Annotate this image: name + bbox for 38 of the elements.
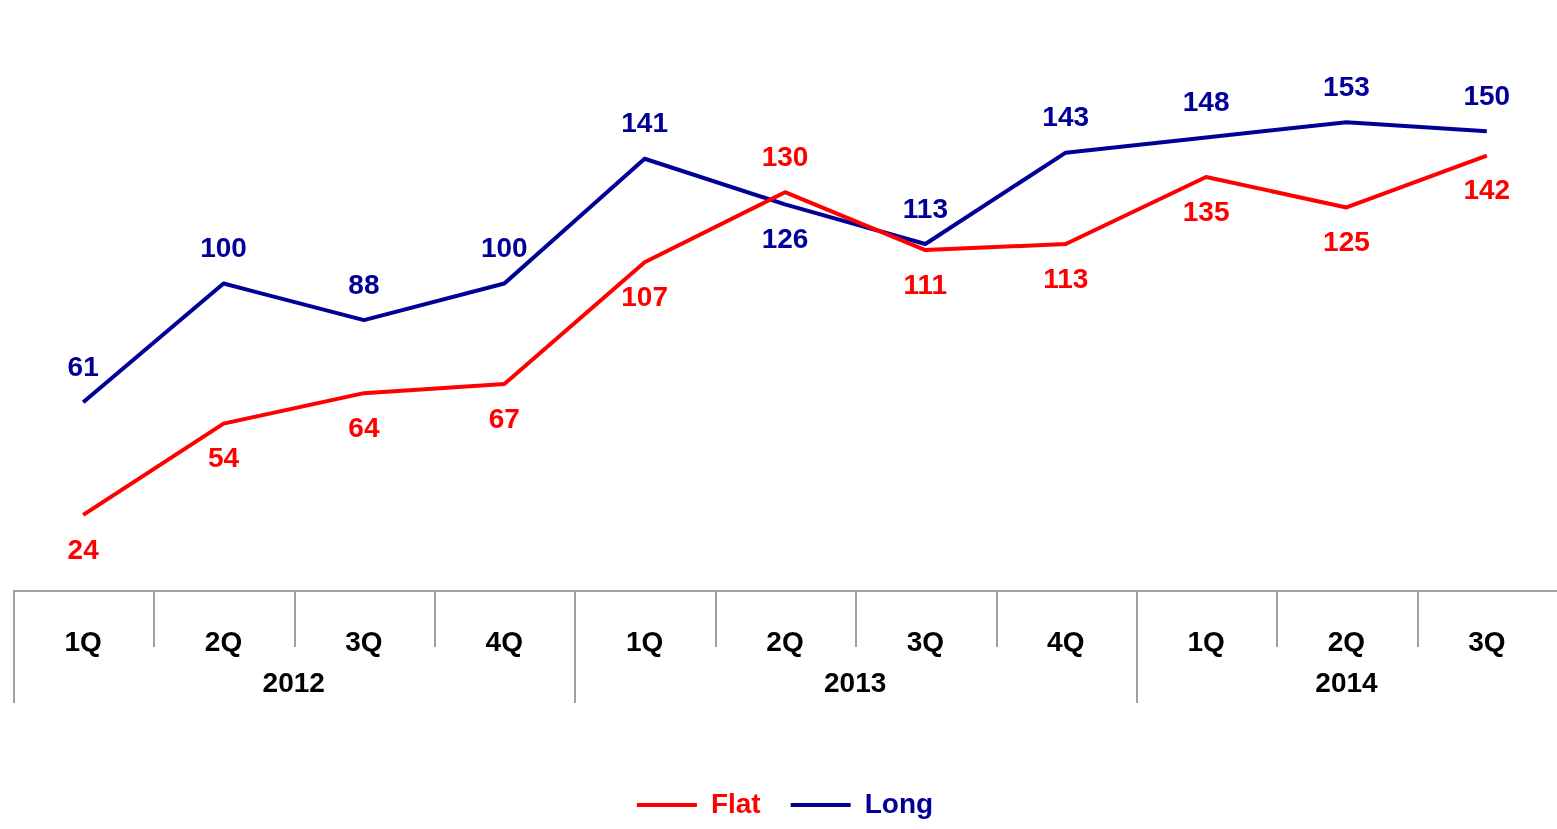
data-label: 141: [621, 107, 668, 139]
data-label: 107: [621, 280, 668, 312]
text: 2014: [1315, 666, 1379, 698]
legend-label: Flat: [710, 787, 761, 819]
data-label: 148: [1182, 86, 1230, 118]
x-tick-label: 2Q: [204, 625, 243, 657]
data-label: 135: [1182, 195, 1230, 227]
data-label: 113: [1043, 262, 1089, 294]
text: 2012: [262, 666, 325, 698]
x-tick-label: 3Q: [345, 625, 383, 657]
data-label: 142: [1463, 174, 1511, 206]
data-label: 143: [1042, 101, 1090, 133]
x-tick-label: 4Q: [1047, 625, 1085, 657]
x-tick-label: 3Q: [906, 625, 945, 657]
data-label: 113: [902, 192, 948, 224]
data-label: 153: [1323, 70, 1370, 102]
data-label: 67: [488, 402, 520, 434]
x-tick-label: 2Q: [766, 625, 804, 657]
data-label: 54: [207, 442, 240, 474]
x-tick-label: 3Q: [1468, 625, 1506, 657]
x-tick-label: 4Q: [485, 625, 523, 657]
data-label: 150: [1463, 80, 1511, 112]
data-label: 130: [761, 140, 809, 172]
x-tick-label: 1Q: [625, 625, 664, 657]
text: 2013: [824, 666, 887, 698]
data-label: 111: [903, 268, 948, 300]
legend-label: Long: [864, 787, 934, 819]
data-label: 125: [1323, 226, 1370, 258]
x-tick-label: 1Q: [1187, 625, 1225, 657]
data-label: 100: [200, 232, 247, 264]
data-label: 88: [348, 268, 380, 300]
data-label: 64: [348, 411, 380, 443]
x-tick-label: 1Q: [64, 625, 102, 657]
data-label: 100: [480, 232, 528, 264]
data-label: 126: [761, 223, 809, 255]
x-tick-label: 2Q: [1327, 625, 1366, 657]
data-label: 61: [67, 351, 99, 383]
data-label: 24: [67, 533, 100, 565]
